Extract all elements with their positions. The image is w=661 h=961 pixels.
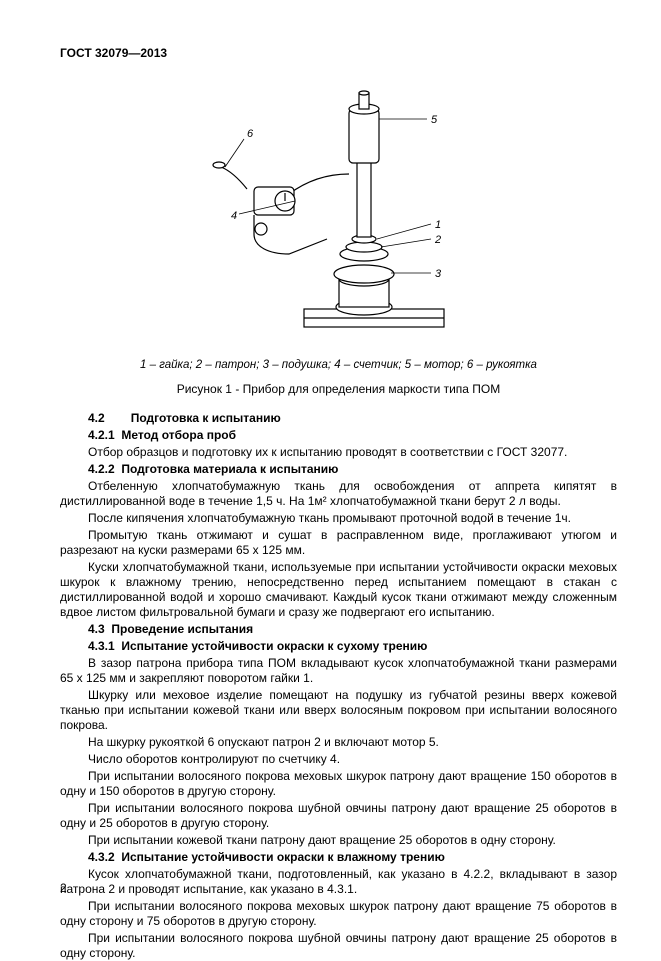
p-422-1: Отбеленную хлопчатобумажную ткань для ос… bbox=[60, 479, 617, 509]
doc-header: ГОСТ 32079—2013 bbox=[60, 46, 617, 61]
page-number: 2 bbox=[60, 881, 67, 896]
sec-4-3-1-title: Испытание устойчивости окраски к сухому … bbox=[121, 639, 427, 653]
callout-3: 3 bbox=[435, 268, 442, 280]
callout-6: 6 bbox=[247, 128, 254, 140]
sec-4-2-2-num: 4.2.2 bbox=[88, 462, 115, 477]
p-431-7: При испытании кожевой ткани патрону дают… bbox=[60, 833, 617, 848]
sec-4-3-1-num: 4.3.1 bbox=[88, 639, 115, 654]
figure-1: 5 4 6 2 1 3 bbox=[60, 79, 617, 348]
figure-legend: 1 – гайка; 2 – патрон; 3 – подушка; 4 – … bbox=[60, 358, 617, 372]
callout-5: 5 bbox=[431, 114, 438, 126]
p-431-1: В зазор патрона прибора типа ПОМ вкладыв… bbox=[60, 656, 617, 686]
sec-4-2-1-title: Метод отбора проб bbox=[121, 428, 236, 442]
p-422-2: После кипячения хлопчатобумажную ткань п… bbox=[60, 511, 617, 526]
sec-4-2: 4.2 Подготовка к испытанию bbox=[60, 411, 617, 426]
sec-4-3-2-title: Испытание устойчивости окраски к влажном… bbox=[121, 850, 444, 864]
sec-4-3-2-num: 4.3.2 bbox=[88, 850, 115, 865]
sec-4-3: 4.3 Проведение испытания bbox=[60, 622, 617, 637]
p-421-body: Отбор образцов и подготовку их к испытан… bbox=[60, 445, 617, 460]
sec-4-2-title: Подготовка к испытанию bbox=[131, 411, 281, 425]
p-432-1: Кусок хлопчатобумажной ткани, подготовле… bbox=[60, 867, 617, 897]
callout-4: 4 bbox=[231, 210, 237, 222]
p-431-3: На шкурку рукояткой 6 опускают патрон 2 … bbox=[60, 735, 617, 750]
p-431-6: При испытании волосяного покрова шубной … bbox=[60, 801, 617, 831]
sec-4-3-1: 4.3.1 Испытание устойчивости окраски к с… bbox=[60, 639, 617, 654]
sec-4-2-1-num: 4.2.1 bbox=[88, 428, 115, 443]
p-431-2: Шкурку или меховое изделие помещают на п… bbox=[60, 688, 617, 733]
figure-caption: Рисунок 1 - Прибор для определения марко… bbox=[60, 382, 617, 397]
sec-4-2-2: 4.2.2 Подготовка материала к испытанию bbox=[60, 462, 617, 477]
p-432-2: При испытании волосяного покрова меховых… bbox=[60, 899, 617, 929]
p-422-4: Куски хлопчатобумажной ткани, используем… bbox=[60, 560, 617, 620]
sec-4-3-num: 4.3 bbox=[88, 622, 105, 637]
sec-4-2-2-title: Подготовка материала к испытанию bbox=[121, 462, 338, 476]
sec-4-2-num: 4.2 bbox=[88, 411, 105, 426]
callout-1: 1 bbox=[435, 219, 441, 231]
p-431-5: При испытании волосяного покрова меховых… bbox=[60, 769, 617, 799]
callout-2: 2 bbox=[434, 234, 441, 246]
sec-4-3-2: 4.3.2 Испытание устойчивости окраски к в… bbox=[60, 850, 617, 865]
p-422-3: Промытую ткань отжимают и сушат в распра… bbox=[60, 528, 617, 558]
sec-4-3-title: Проведение испытания bbox=[111, 622, 253, 636]
sec-4-2-1: 4.2.1 Метод отбора проб bbox=[60, 428, 617, 443]
p-431-4: Число оборотов контролируют по счетчику … bbox=[60, 752, 617, 767]
device-illustration: 5 4 6 2 1 3 bbox=[209, 79, 469, 344]
